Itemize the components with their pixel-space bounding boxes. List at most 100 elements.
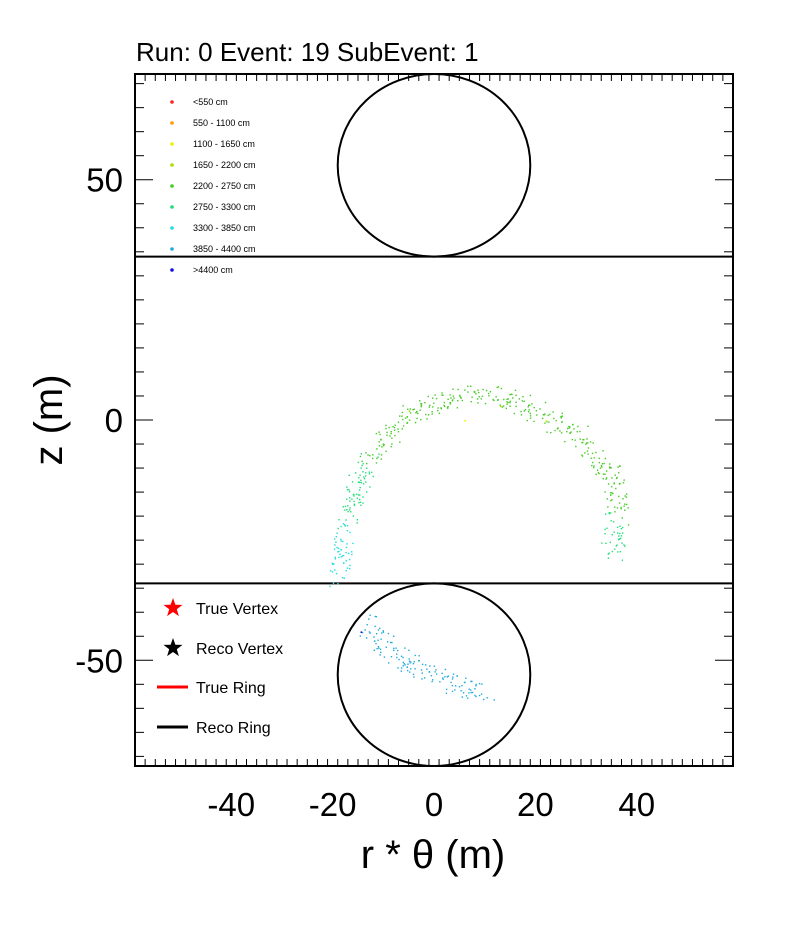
hit-point	[358, 498, 361, 501]
hit-point	[478, 391, 480, 394]
hit-point	[475, 393, 477, 395]
hit-point	[574, 439, 576, 441]
hit-point	[442, 677, 444, 679]
hit-point	[371, 457, 374, 460]
hit-point	[346, 498, 348, 500]
hit-point	[382, 444, 385, 447]
hit-point	[435, 669, 437, 671]
hit-point	[451, 399, 454, 401]
hit-point	[608, 463, 611, 465]
hit-point	[474, 694, 476, 697]
hit-point	[340, 548, 342, 551]
hit-point	[346, 509, 348, 511]
hit-point	[500, 387, 503, 390]
hit-point	[373, 640, 376, 642]
hit-point	[470, 385, 472, 387]
hit-point	[621, 542, 623, 544]
hit-point	[366, 462, 368, 465]
hit-point	[536, 414, 538, 416]
hit-point	[604, 473, 606, 475]
hit-point	[408, 410, 411, 412]
hit-point	[337, 527, 339, 530]
hit-point	[591, 452, 594, 455]
hit-point	[477, 389, 479, 391]
hit-point	[406, 416, 408, 418]
hit-point	[372, 475, 374, 478]
hit-point	[434, 671, 436, 673]
x-tick-label: 40	[618, 786, 655, 823]
legend-dot	[170, 268, 174, 272]
hit-point	[346, 524, 349, 527]
hit-point	[387, 662, 390, 664]
hit-point	[593, 466, 595, 469]
hit-point	[435, 673, 438, 675]
hit-point	[423, 677, 426, 679]
hit-point	[339, 553, 341, 556]
hit-point	[336, 546, 338, 549]
hit-point	[386, 641, 389, 643]
hit-point	[582, 441, 584, 444]
hit-point	[397, 649, 399, 652]
hit-point	[425, 413, 427, 416]
hit-point	[623, 505, 625, 507]
hit-point	[367, 454, 369, 456]
hit-point	[390, 445, 392, 448]
hit-point	[342, 506, 344, 508]
hit-point	[593, 457, 595, 459]
legend-dot	[170, 247, 174, 251]
hit-point	[335, 572, 338, 575]
hit-point	[376, 448, 378, 450]
hit-point	[489, 390, 492, 393]
hit-point	[338, 550, 340, 553]
hit-point	[499, 405, 502, 408]
hit-point	[346, 486, 348, 488]
hit-point	[582, 439, 584, 441]
hit-point	[341, 555, 344, 557]
hit-point	[347, 510, 349, 513]
hit-point	[342, 554, 345, 557]
hit-point	[602, 450, 604, 452]
hit-point	[497, 399, 499, 401]
hit-point	[529, 394, 532, 397]
hit-point	[474, 688, 476, 690]
hit-point	[515, 405, 517, 408]
hit-point	[579, 438, 581, 440]
hit-point	[518, 398, 521, 400]
hit-point	[345, 560, 347, 562]
hit-point	[442, 678, 444, 680]
hit-point	[378, 453, 380, 455]
hit-point	[438, 412, 441, 415]
hit-point	[404, 664, 406, 666]
hit-point	[460, 397, 462, 399]
hit-point	[513, 412, 515, 415]
hit-point	[346, 530, 349, 532]
hit-point	[431, 680, 433, 683]
hit-point	[445, 692, 448, 695]
hit-point	[371, 471, 373, 474]
hit-point	[443, 401, 446, 404]
hit-point	[451, 690, 454, 693]
legend-dot	[170, 142, 174, 146]
hit-point	[404, 417, 407, 419]
legend-label: 1100 - 1650 cm	[193, 139, 255, 149]
hit-point	[406, 666, 408, 668]
hit-point	[369, 454, 371, 457]
hit-point	[451, 684, 454, 687]
hit-point	[607, 483, 610, 485]
hit-point	[333, 538, 336, 540]
hit-point	[605, 542, 607, 545]
hit-point	[528, 404, 531, 406]
hit-point	[352, 515, 355, 517]
hit-point	[544, 401, 547, 404]
hit-point	[348, 489, 350, 491]
hit-point	[611, 477, 613, 479]
hit-point	[340, 538, 342, 541]
hit-point	[625, 503, 628, 506]
hit-point	[577, 425, 579, 428]
hit-point	[361, 631, 364, 634]
hit-point	[351, 551, 353, 553]
legend-star-icon	[163, 638, 183, 657]
hit-point	[393, 426, 396, 429]
hit-point	[611, 499, 613, 501]
hit-point	[605, 477, 608, 479]
